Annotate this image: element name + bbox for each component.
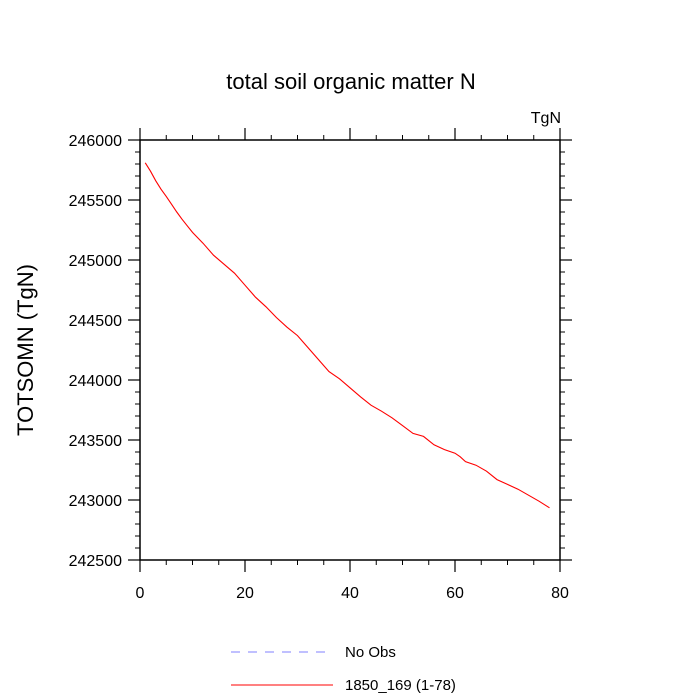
chart-title: total soil organic matter N <box>226 69 475 94</box>
y-tick-label: 242500 <box>69 553 122 570</box>
x-tick-label: 20 <box>236 585 254 602</box>
series-line <box>144 162 550 509</box>
series-layer <box>144 162 550 509</box>
y-axis-label: TOTSOMN (TgN) <box>13 264 38 436</box>
tick-labels: 0 20 40 60 80 242500 243000 243500 244000 244500 2… <box>69 133 569 602</box>
y-tick-label: 245000 <box>69 253 122 270</box>
y-tick-label: 243500 <box>69 433 122 450</box>
x-tick-label: 40 <box>341 585 359 602</box>
y-tick-label: 244500 <box>69 313 122 330</box>
plot-frame <box>139 139 561 561</box>
y-tick-label: 243000 <box>69 493 122 510</box>
y-tick-label: 246000 <box>69 133 122 150</box>
legend: No Obs 1850_169 (1-78) <box>231 644 456 694</box>
y-tick-label: 244000 <box>69 373 122 390</box>
x-tick-label: 80 <box>551 585 569 602</box>
y-tick-label: 245500 <box>69 193 122 210</box>
units-label: TgN <box>531 110 561 127</box>
x-tick-label: 60 <box>446 585 464 602</box>
x-tick-label: 0 <box>136 585 145 602</box>
legend-label-no-obs: No Obs <box>345 644 396 661</box>
legend-label-1850-169: 1850_169 (1-78) <box>345 677 456 694</box>
ticks-layer <box>128 128 572 572</box>
